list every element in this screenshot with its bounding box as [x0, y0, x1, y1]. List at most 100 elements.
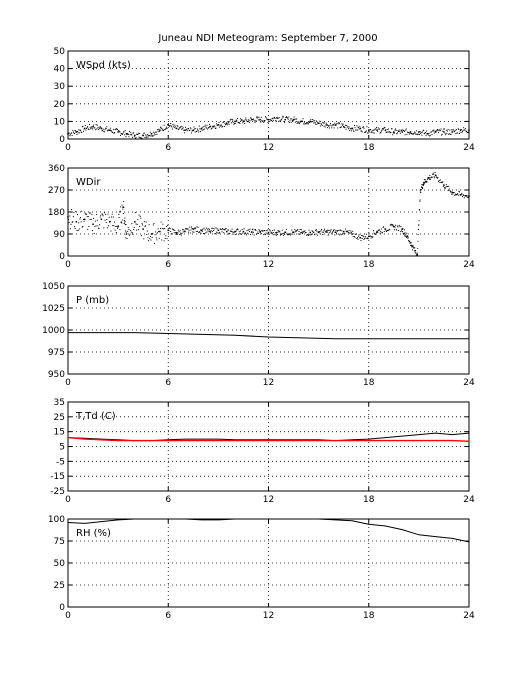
y-tick-label: 1000	[42, 326, 65, 336]
data-point	[177, 232, 179, 234]
data-point	[327, 125, 329, 127]
data-point	[227, 120, 229, 122]
data-point	[189, 226, 191, 228]
data-point	[337, 230, 339, 232]
data-point	[293, 233, 295, 235]
data-point	[282, 234, 284, 236]
data-point	[183, 129, 185, 131]
data-point	[427, 177, 429, 179]
data-point	[379, 132, 381, 134]
data-point	[234, 120, 236, 123]
data-point	[132, 233, 134, 235]
data-point	[458, 190, 460, 192]
data-point	[168, 125, 170, 127]
data-point	[279, 120, 281, 122]
data-point	[464, 194, 466, 196]
data-point	[412, 244, 414, 246]
data-point	[85, 129, 87, 131]
data-point	[236, 118, 238, 120]
data-point	[125, 237, 127, 239]
data-point	[410, 242, 412, 244]
data-point	[128, 234, 130, 236]
data-point	[413, 247, 415, 249]
data-point	[425, 181, 427, 183]
data-point	[331, 233, 333, 235]
data-point	[163, 124, 165, 126]
data-point	[373, 232, 375, 234]
x-tick-label: 24	[463, 378, 475, 388]
data-point	[409, 132, 411, 134]
data-point	[418, 131, 420, 133]
data-point	[355, 129, 357, 131]
data-point	[347, 126, 349, 128]
data-point	[178, 231, 180, 233]
data-point	[257, 231, 259, 233]
y-tick-label: 25	[54, 413, 65, 423]
data-point	[420, 132, 422, 134]
data-point	[144, 225, 146, 227]
data-point	[304, 123, 306, 125]
data-point	[71, 134, 73, 136]
data-point	[269, 121, 271, 123]
data-point	[204, 124, 206, 126]
data-point	[208, 123, 210, 125]
data-point	[256, 233, 258, 235]
data-point	[291, 231, 293, 233]
data-point	[404, 130, 406, 132]
data-point	[379, 232, 381, 234]
data-point	[460, 128, 462, 130]
data-point	[113, 225, 115, 227]
data-point	[96, 124, 98, 126]
data-point	[175, 127, 178, 130]
data-point	[132, 132, 134, 134]
data-point	[396, 133, 398, 135]
data-point	[275, 120, 277, 122]
data-point	[133, 229, 135, 231]
data-point	[350, 128, 352, 130]
data-point	[438, 179, 440, 181]
data-point	[70, 132, 72, 134]
data-point	[169, 228, 171, 230]
data-point	[103, 131, 105, 133]
data-point	[424, 178, 426, 180]
data-point	[96, 128, 98, 130]
data-point	[140, 235, 142, 237]
data-point	[419, 189, 422, 191]
data-point	[448, 185, 450, 187]
data-point	[340, 126, 342, 128]
data-point	[315, 229, 317, 231]
data-point	[367, 238, 369, 240]
data-point	[342, 125, 345, 128]
data-point	[300, 232, 302, 234]
data-point	[441, 134, 443, 136]
data-point	[105, 128, 107, 130]
data-point	[186, 130, 188, 132]
data-point	[148, 240, 150, 242]
data-point	[73, 211, 75, 213]
data-point	[456, 193, 458, 195]
data-point	[407, 237, 409, 239]
data-point	[312, 120, 314, 122]
data-point	[86, 127, 88, 129]
data-point	[91, 230, 93, 232]
data-point	[179, 127, 181, 129]
data-point	[148, 224, 150, 226]
data-point	[448, 133, 450, 135]
data-point	[91, 127, 93, 129]
data-point	[74, 228, 76, 230]
series-line	[67, 518, 470, 543]
data-point	[83, 218, 85, 220]
x-tick-label: 24	[463, 143, 475, 153]
data-point	[376, 231, 378, 233]
data-point	[256, 116, 258, 118]
data-point	[320, 123, 322, 125]
data-point	[384, 228, 386, 230]
panel-3: 0 6 12 18 24 -25 -15 -5 5 15 25 35 T,Td (C)	[50, 398, 475, 505]
data-point	[334, 234, 336, 236]
data-point	[122, 133, 124, 135]
data-point	[317, 122, 319, 124]
data-point	[92, 125, 94, 128]
x-tick-label: 0	[65, 611, 71, 621]
data-point	[130, 231, 132, 233]
data-point	[268, 119, 270, 121]
